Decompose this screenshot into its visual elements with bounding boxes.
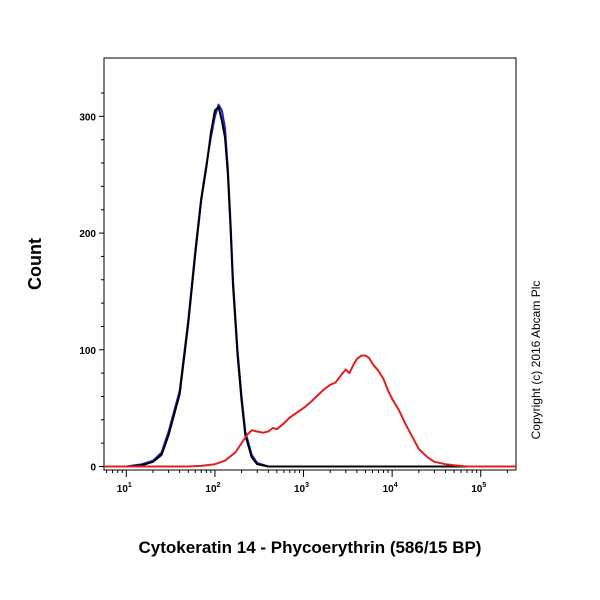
y-tick-label: 200 <box>79 229 96 240</box>
x-tick-label: 105 <box>471 482 486 495</box>
copyright-annotation: Copyright (c) 2016 Abcam Plc <box>529 281 543 440</box>
series-line-2 <box>104 354 516 468</box>
y-axis-ticks: 0 100 200 300 <box>79 92 104 473</box>
y-tick-label: 100 <box>79 346 96 357</box>
x-axis-ticks: 101 102 103 104 105 <box>106 470 508 495</box>
y-tick-label: 300 <box>79 112 96 123</box>
series-line-1 <box>104 106 516 468</box>
x-axis-title: Cytokeratin 14 - Phycoerythrin (586/15 B… <box>139 538 482 557</box>
x-tick-label: 104 <box>383 482 398 495</box>
series-layer <box>104 103 516 468</box>
y-axis-title: Count <box>25 238 45 290</box>
x-tick-label: 101 <box>117 482 132 495</box>
x-tick-label: 103 <box>294 482 309 495</box>
x-tick-label: 102 <box>205 482 220 495</box>
series-line-0 <box>104 103 516 468</box>
plot-frame <box>103 57 517 471</box>
y-tick-label: 0 <box>90 462 96 473</box>
